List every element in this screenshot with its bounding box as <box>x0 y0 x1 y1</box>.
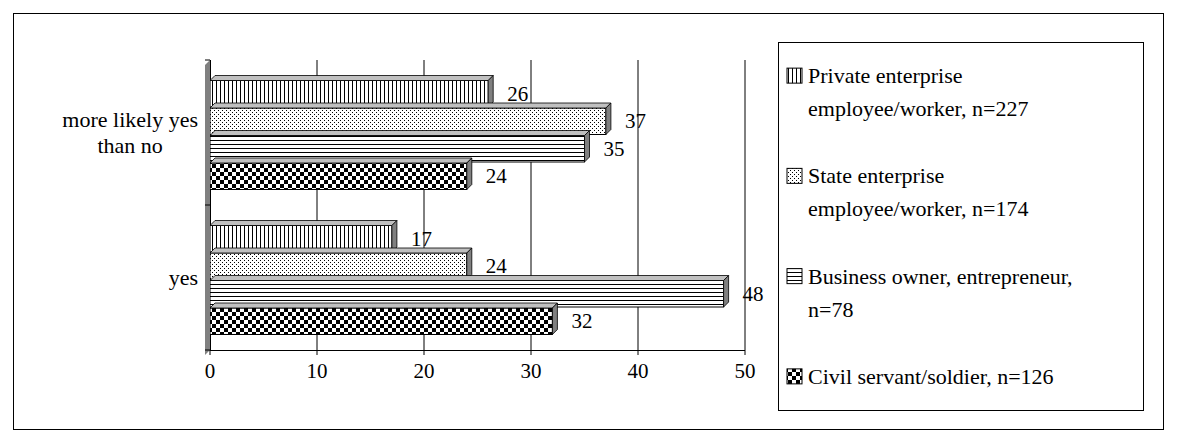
bar-side <box>392 221 397 253</box>
legend-label: Business owner, entrepreneur, n=78 <box>808 264 1073 322</box>
bar-side <box>467 248 472 280</box>
bar-side <box>467 158 472 190</box>
bar-top <box>210 103 611 108</box>
bar-group <box>210 276 729 308</box>
axis-wall <box>205 60 210 355</box>
bar <box>210 163 467 190</box>
legend-label: Civil servant/soldier, n=126 <box>808 364 1054 389</box>
x-tick-label: 0 <box>205 359 216 383</box>
x-tick <box>210 350 211 355</box>
bar <box>210 108 606 135</box>
bar-side <box>724 276 729 308</box>
bar <box>210 281 724 308</box>
legend-box <box>779 43 1144 411</box>
data-label: 37 <box>625 109 646 133</box>
x-tick-label: 40 <box>628 359 649 383</box>
bar-group <box>210 76 493 108</box>
x-tick <box>424 350 425 355</box>
x-tick <box>638 350 639 355</box>
text-line: than no <box>97 133 162 158</box>
data-label: 48 <box>743 282 764 306</box>
legend-swatch <box>787 68 802 83</box>
text-line: more likely yes <box>62 107 198 132</box>
text-line: Civil servant/soldier, n=126 <box>808 364 1054 389</box>
text-line: yes <box>169 265 198 290</box>
bar-top <box>210 158 472 163</box>
text-line: n=78 <box>808 297 853 322</box>
bar-group <box>210 221 397 253</box>
bar <box>210 136 585 163</box>
legend-swatch <box>787 168 802 183</box>
x-tick-label: 50 <box>735 359 756 383</box>
legend: Private enterprise employee/worker, n=227… <box>779 43 1144 411</box>
bar-top <box>210 76 493 81</box>
text-line: Business owner, entrepreneur, <box>808 264 1073 289</box>
legend-swatch <box>787 369 802 384</box>
y-tick <box>205 350 210 351</box>
x-tick-label: 30 <box>521 359 542 383</box>
bar-group <box>210 103 611 135</box>
bar-side <box>606 103 611 135</box>
frame <box>14 14 1164 430</box>
x-tick <box>745 350 746 355</box>
text-line: employee/worker, n=174 <box>808 196 1028 221</box>
x-tick <box>531 350 532 355</box>
legend-label: State enterprise employee/worker, n=174 <box>808 163 1028 221</box>
text-line: State enterprise <box>808 163 944 188</box>
bar-top <box>210 248 472 253</box>
bars <box>210 76 729 335</box>
data-label: 35 <box>604 137 625 161</box>
text-line: employee/worker, n=227 <box>808 96 1028 121</box>
bar <box>210 308 552 335</box>
data-label: 24 <box>486 254 508 278</box>
data-label: 26 <box>507 82 528 106</box>
x-tick-label: 20 <box>414 359 435 383</box>
bar-top <box>210 276 729 281</box>
bar-group <box>210 158 472 190</box>
bar-top <box>210 131 590 136</box>
y-tick <box>205 205 210 206</box>
bar-side <box>552 303 557 335</box>
chart: 0 10 20 30 40 50 more likely yesthan no yes 26 17… <box>0 0 1177 440</box>
y-tick <box>205 60 210 61</box>
bar-top <box>210 221 397 226</box>
bar-group <box>210 303 557 335</box>
grid-line <box>745 60 746 350</box>
text-line: Private enterprise <box>808 63 963 88</box>
legend-swatch <box>787 269 802 284</box>
data-label: 24 <box>486 164 508 188</box>
data-labels: 26 17 37 24 35 48 24 32 <box>411 82 764 334</box>
x-tick <box>317 350 318 355</box>
x-tick-label: 10 <box>307 359 328 383</box>
category-label: yes <box>169 265 198 290</box>
data-label: 32 <box>571 309 592 333</box>
bar-top <box>210 303 557 308</box>
bar-group <box>210 248 472 280</box>
bar-side <box>488 76 493 108</box>
bar-side <box>585 131 590 163</box>
legend-label: Private enterprise employee/worker, n=227 <box>808 63 1028 121</box>
x-axis <box>210 350 745 351</box>
data-label: 17 <box>411 227 432 251</box>
category-label: more likely yesthan no <box>62 107 198 158</box>
bar-group <box>210 131 590 163</box>
